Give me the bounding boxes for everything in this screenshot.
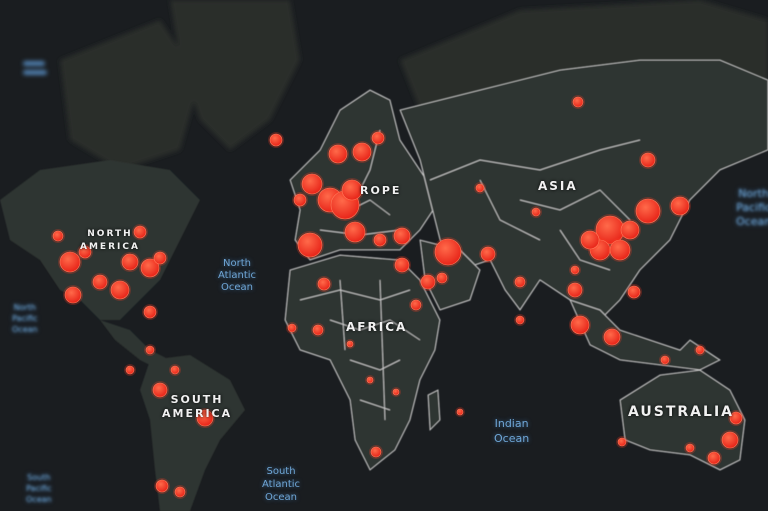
case-dot[interactable]: [346, 340, 354, 348]
case-dot[interactable]: [155, 479, 169, 493]
ocean-label-south-atlantic: South Atlantic Ocean: [262, 466, 301, 503]
case-dot[interactable]: [456, 408, 464, 416]
case-dot[interactable]: [92, 274, 108, 290]
africa-land: [284, 254, 441, 471]
case-dot[interactable]: [125, 365, 135, 375]
case-dot[interactable]: [366, 376, 374, 384]
case-dot[interactable]: [152, 382, 168, 398]
continent-label-asia: ASIA: [538, 179, 578, 193]
case-dot[interactable]: [635, 198, 661, 224]
case-dot[interactable]: [269, 133, 283, 147]
ocean-label-north-pacific-left: North Pacific Ocean: [12, 303, 38, 334]
continent-label-europe: ROPE: [360, 184, 402, 197]
case-dot[interactable]: [707, 451, 721, 465]
case-dot[interactable]: [170, 365, 180, 375]
southeast-asia-land: [569, 299, 721, 371]
case-dot[interactable]: [140, 258, 160, 278]
australia-land: [619, 369, 746, 471]
case-dot[interactable]: [312, 324, 324, 336]
illegible-map-label: [23, 61, 47, 75]
case-dot[interactable]: [78, 245, 92, 259]
case-dot[interactable]: [567, 282, 583, 298]
case-dot[interactable]: [475, 183, 485, 193]
continent-label-australia: AUSTRALIA: [628, 404, 734, 420]
continent-label-south-america: SOUTH AMERICA: [162, 393, 233, 420]
central-america-land: [100, 320, 170, 370]
case-dot[interactable]: [393, 227, 411, 245]
continent-label-africa: AFRICA: [346, 320, 408, 334]
case-dot[interactable]: [570, 315, 590, 335]
case-dot[interactable]: [317, 277, 331, 291]
case-dot[interactable]: [52, 230, 64, 242]
case-dot[interactable]: [301, 173, 323, 195]
case-dot[interactable]: [514, 276, 526, 288]
continent-label-north-america: NORTH AMERICA: [80, 229, 140, 252]
arctic-canada: [60, 20, 200, 170]
case-dot[interactable]: [603, 328, 621, 346]
case-dot[interactable]: [394, 257, 410, 273]
ocean-label-indian: Indian Ocean: [494, 417, 530, 445]
case-dot[interactable]: [145, 345, 155, 355]
case-dot[interactable]: [580, 230, 600, 250]
north-america-land: [0, 160, 200, 320]
case-dot[interactable]: [297, 232, 323, 258]
case-dot[interactable]: [617, 437, 627, 447]
ocean-label-north-pacific-right: North Pacific Ocean: [736, 187, 768, 228]
case-dot[interactable]: [670, 196, 690, 216]
case-dot[interactable]: [572, 96, 584, 108]
case-dot[interactable]: [436, 272, 448, 284]
case-dot[interactable]: [293, 193, 307, 207]
case-dot[interactable]: [328, 144, 348, 164]
case-dot[interactable]: [196, 409, 214, 427]
case-dot[interactable]: [721, 431, 739, 449]
case-dot[interactable]: [685, 443, 695, 453]
case-dot[interactable]: [121, 253, 139, 271]
case-dot[interactable]: [729, 411, 743, 425]
case-dot[interactable]: [143, 305, 157, 319]
case-dot[interactable]: [627, 285, 641, 299]
case-dot[interactable]: [620, 220, 640, 240]
case-dot[interactable]: [352, 142, 372, 162]
south-america-land: [140, 355, 245, 511]
case-dot[interactable]: [341, 179, 363, 201]
case-dot[interactable]: [515, 315, 525, 325]
ocean-label-north-atlantic: North Atlantic Ocean: [218, 258, 257, 293]
case-dot[interactable]: [570, 265, 580, 275]
case-dot[interactable]: [133, 225, 147, 239]
case-dot[interactable]: [373, 233, 387, 247]
case-dot[interactable]: [640, 152, 656, 168]
case-dot[interactable]: [531, 207, 541, 217]
case-dot[interactable]: [371, 131, 385, 145]
case-dot[interactable]: [660, 355, 670, 365]
case-dot[interactable]: [410, 299, 422, 311]
case-dot[interactable]: [287, 323, 297, 333]
case-dot[interactable]: [480, 246, 496, 262]
greenland: [170, 0, 300, 150]
case-dot[interactable]: [370, 446, 382, 458]
case-dot[interactable]: [64, 286, 82, 304]
case-dot[interactable]: [110, 280, 130, 300]
case-dot[interactable]: [695, 345, 705, 355]
case-dot[interactable]: [59, 251, 81, 273]
case-dot[interactable]: [420, 274, 436, 290]
case-dot[interactable]: [434, 238, 462, 266]
case-dot[interactable]: [609, 239, 631, 261]
case-dot[interactable]: [153, 251, 167, 265]
madagascar-land: [427, 389, 441, 431]
case-dot[interactable]: [392, 388, 400, 396]
ocean-label-south-pacific: South Pacific Ocean: [26, 473, 52, 504]
case-dot[interactable]: [344, 221, 366, 243]
case-dot[interactable]: [174, 486, 186, 498]
